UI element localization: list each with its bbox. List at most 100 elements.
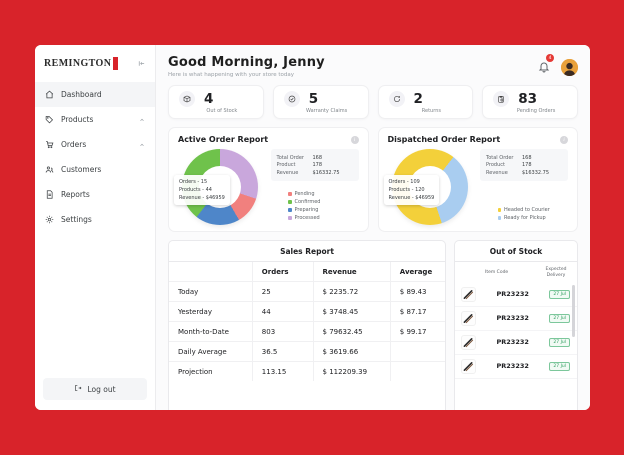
item-code: PR23232 — [496, 338, 529, 347]
panel-title: Dispatched Order Report — [387, 135, 501, 144]
list-item[interactable]: PR23232 27 Jul — [455, 307, 577, 331]
sidebar-item-dashboard[interactable]: Dashboard — [35, 82, 155, 107]
delivery-badge: 27 Jul — [549, 313, 570, 323]
legend-dot-preparing — [288, 208, 292, 212]
logout-icon — [74, 384, 82, 394]
info-icon[interactable]: i — [560, 135, 568, 144]
reports-row: Active Order Report i Orders - 15 Produc… — [168, 127, 578, 232]
scrollbar[interactable] — [572, 285, 575, 337]
sidebar-item-customers[interactable]: Customers — [35, 157, 155, 182]
sidebar-collapse-icon[interactable] — [137, 59, 146, 68]
stat-card-pending-orders[interactable]: 83 Pending Orders — [482, 85, 578, 119]
legend-dot-pickup — [497, 216, 501, 220]
table-row[interactable]: Today 25 $ 2235.72 $ 89.43 — [169, 282, 445, 302]
document-icon — [45, 190, 54, 199]
legend-dot-pending — [288, 192, 292, 196]
panel-title: Out of Stock — [455, 241, 577, 262]
sidebar-nav: Dashboard Products Orders — [35, 82, 155, 232]
sidebar: REMINGTON Dashboard Products — [35, 45, 156, 410]
stat-value: 4 — [204, 91, 214, 107]
sidebar-item-label: Customers — [61, 165, 102, 174]
clipboard-clock-icon — [493, 91, 510, 107]
active-order-report-panel: Active Order Report i Orders - 15 Produc… — [168, 127, 369, 232]
list-item[interactable]: PR23232 27 Jul — [455, 283, 577, 307]
stat-label: Returns — [421, 108, 441, 114]
stat-value: 5 — [308, 91, 319, 107]
chart-tooltip: Orders - 15 Products - 44 Revenue - $469… — [174, 175, 230, 205]
stat-value: 83 — [518, 91, 538, 107]
sidebar-item-reports[interactable]: Reports — [35, 182, 155, 207]
chart-legend: Headed to Courier Ready for Pickup — [497, 205, 569, 223]
logout-label: Log out — [87, 384, 116, 394]
return-icon — [388, 91, 405, 107]
legend-dot-confirmed — [288, 200, 292, 204]
users-icon — [45, 165, 54, 174]
dashboard-window: REMINGTON Dashboard Products — [35, 45, 590, 410]
logo: REMINGTON — [35, 57, 155, 70]
info-icon[interactable]: i — [350, 135, 359, 144]
notification-bell-icon[interactable]: 4 — [538, 54, 554, 77]
item-code: PR23232 — [496, 362, 529, 371]
page-title: Good Morning, Jenny — [168, 55, 325, 70]
stat-value: 2 — [413, 91, 423, 107]
item-code: PR23232 — [496, 290, 529, 299]
legend-dot-courier — [497, 208, 501, 212]
panel-title: Active Order Report — [178, 135, 269, 144]
cart-icon — [45, 140, 54, 149]
stats-row: 4 Out of Stock 5 Warranty Claims — [168, 85, 578, 119]
sidebar-item-products[interactable]: Products — [35, 107, 155, 132]
chevron-up-icon[interactable] — [139, 117, 145, 123]
tag-icon — [45, 115, 54, 124]
sidebar-item-label: Orders — [61, 140, 87, 149]
delivery-badge: 27 Jul — [549, 337, 570, 347]
sidebar-item-settings[interactable]: Settings — [35, 207, 155, 232]
sidebar-item-orders[interactable]: Orders — [35, 132, 155, 157]
stat-card-returns[interactable]: 2 Returns — [377, 85, 474, 119]
out-of-stock-header: Item Code Expected Delivery — [485, 267, 567, 278]
package-icon — [179, 91, 195, 107]
greeting-block: Good Morning, Jenny Here is what happeni… — [168, 55, 325, 78]
table-row[interactable]: Month-to-Date 803 $ 79632.45 $ 99.17 — [169, 322, 445, 342]
stat-label: Warranty Claims — [305, 108, 348, 114]
main-content: Good Morning, Jenny Here is what happeni… — [156, 45, 590, 410]
item-code: PR23232 — [496, 314, 529, 323]
table-title: Sales Report — [169, 241, 445, 262]
stat-card-warranty-claims[interactable]: 5 Warranty Claims — [272, 85, 369, 119]
report-summary: Total Order 168 Product 178 Revenue $16332.… — [270, 149, 359, 181]
table-row[interactable]: Yesterday 44 $ 3748.45 $ 87.17 — [169, 302, 445, 322]
logout-button[interactable]: Log out — [43, 378, 147, 400]
report-summary: Total Order 168 Product 178 Revenue $16332.… — [480, 149, 568, 181]
sales-report-table: Sales Report Orders Revenue Average Toda… — [168, 240, 446, 410]
stat-label: Out of Stock — [206, 108, 238, 114]
brand-wordmark: REMINGTON — [44, 58, 112, 69]
product-image — [461, 334, 476, 350]
dispatched-order-report-panel: Dispatched Order Report i Orders - 109 P… — [377, 127, 578, 232]
sidebar-item-label: Products — [61, 115, 94, 124]
sidebar-item-label: Reports — [61, 190, 90, 199]
product-image — [461, 286, 476, 302]
list-item[interactable]: PR23232 27 Jul — [455, 331, 577, 355]
stat-label: Pending Orders — [516, 108, 556, 114]
page-subtitle: Here is what happening with your store t… — [168, 72, 294, 78]
avatar[interactable] — [561, 59, 578, 76]
delivery-badge: 27 Jul — [549, 289, 570, 299]
sidebar-item-label: Settings — [61, 215, 92, 224]
chart-legend: Pending Confirmed Preparing Processed — [288, 189, 359, 223]
home-icon — [45, 90, 54, 99]
table-header-row: Orders Revenue Average — [169, 262, 445, 282]
legend-dot-processed — [288, 216, 292, 220]
stat-card-out-of-stock[interactable]: 4 Out of Stock — [168, 85, 264, 119]
topbar-actions: 4 — [538, 54, 578, 77]
sidebar-item-label: Dashboard — [61, 90, 102, 99]
product-image — [461, 358, 476, 374]
notification-badge: 4 — [546, 54, 554, 62]
delivery-badge: 27 Jul — [549, 361, 570, 371]
out-of-stock-panel: Out of Stock Item Code Expected Delivery… — [454, 240, 578, 410]
gear-icon — [45, 215, 54, 224]
table-row[interactable]: Projection 113.15 $ 112209.39 — [169, 362, 445, 381]
chevron-up-icon[interactable] — [139, 142, 145, 148]
topbar: Good Morning, Jenny Here is what happeni… — [168, 54, 578, 78]
table-row[interactable]: Daily Average 36.5 $ 3619.66 — [169, 342, 445, 362]
bottom-row: Sales Report Orders Revenue Average Toda… — [168, 240, 578, 410]
list-item[interactable]: PR23232 27 Jul — [455, 355, 577, 379]
